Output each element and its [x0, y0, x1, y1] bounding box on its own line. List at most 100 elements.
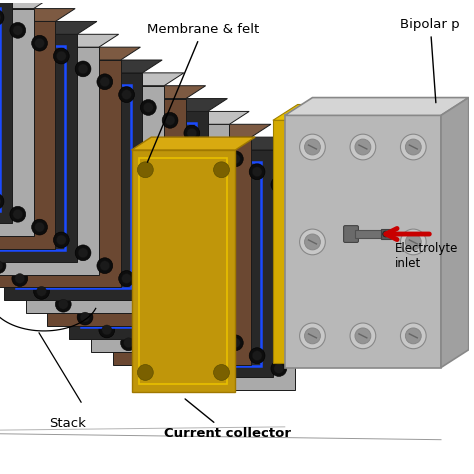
Polygon shape: [26, 86, 164, 313]
Circle shape: [99, 322, 115, 338]
Circle shape: [122, 273, 131, 283]
Polygon shape: [285, 115, 441, 367]
Circle shape: [249, 164, 265, 180]
Circle shape: [0, 196, 1, 206]
Polygon shape: [131, 137, 255, 150]
Circle shape: [274, 180, 284, 190]
Circle shape: [252, 167, 262, 177]
Polygon shape: [69, 111, 208, 339]
Circle shape: [36, 286, 46, 296]
Circle shape: [80, 312, 90, 322]
Circle shape: [99, 138, 115, 154]
Polygon shape: [0, 9, 34, 236]
Circle shape: [355, 328, 371, 344]
Circle shape: [0, 261, 3, 271]
Polygon shape: [91, 124, 229, 352]
Bar: [381, 229, 391, 239]
Circle shape: [228, 151, 243, 167]
Circle shape: [249, 348, 265, 364]
Polygon shape: [0, 60, 121, 287]
Circle shape: [102, 325, 112, 335]
Circle shape: [124, 154, 134, 164]
Circle shape: [77, 125, 93, 141]
Circle shape: [55, 296, 71, 312]
Circle shape: [36, 102, 46, 112]
Circle shape: [97, 258, 113, 273]
Polygon shape: [0, 47, 99, 274]
Polygon shape: [0, 0, 7, 215]
Circle shape: [78, 64, 88, 74]
Circle shape: [121, 151, 137, 167]
Polygon shape: [26, 73, 184, 86]
Circle shape: [350, 323, 376, 349]
Polygon shape: [0, 21, 97, 34]
Circle shape: [118, 87, 135, 102]
Circle shape: [143, 286, 153, 296]
Polygon shape: [156, 150, 314, 163]
Circle shape: [137, 162, 153, 178]
Circle shape: [305, 234, 320, 250]
Polygon shape: [69, 99, 228, 111]
Circle shape: [300, 323, 325, 349]
Polygon shape: [0, 0, 12, 223]
Circle shape: [13, 26, 23, 35]
Circle shape: [146, 167, 155, 177]
Circle shape: [271, 177, 287, 192]
Polygon shape: [4, 73, 142, 301]
Circle shape: [118, 271, 135, 286]
Circle shape: [162, 112, 178, 128]
Circle shape: [274, 364, 284, 374]
Circle shape: [97, 74, 113, 90]
Polygon shape: [273, 120, 291, 363]
Circle shape: [164, 361, 180, 376]
Circle shape: [143, 102, 153, 112]
Circle shape: [54, 48, 69, 64]
Circle shape: [184, 125, 200, 141]
Circle shape: [305, 139, 320, 155]
Text: Stack: Stack: [49, 417, 86, 430]
Polygon shape: [0, 9, 75, 21]
Circle shape: [187, 312, 197, 322]
Circle shape: [100, 77, 110, 87]
Circle shape: [78, 248, 88, 258]
Bar: [355, 230, 383, 238]
Circle shape: [0, 74, 6, 90]
Circle shape: [214, 162, 229, 178]
Circle shape: [15, 90, 25, 100]
Circle shape: [209, 141, 219, 151]
Circle shape: [142, 164, 158, 180]
Polygon shape: [0, 21, 55, 249]
Circle shape: [401, 229, 426, 255]
Circle shape: [34, 100, 49, 115]
Circle shape: [383, 231, 389, 237]
Circle shape: [271, 361, 287, 376]
Circle shape: [401, 323, 426, 349]
Circle shape: [206, 322, 221, 338]
Circle shape: [142, 348, 158, 364]
Circle shape: [100, 261, 110, 271]
Circle shape: [209, 325, 219, 335]
Circle shape: [167, 180, 177, 190]
Circle shape: [140, 283, 156, 299]
Circle shape: [32, 35, 47, 51]
Circle shape: [228, 335, 243, 351]
Circle shape: [184, 309, 200, 325]
Circle shape: [121, 335, 137, 351]
Circle shape: [162, 296, 178, 312]
Circle shape: [230, 338, 240, 348]
Circle shape: [58, 115, 68, 125]
Circle shape: [300, 229, 325, 255]
Circle shape: [102, 141, 112, 151]
Circle shape: [206, 138, 221, 154]
Circle shape: [165, 115, 175, 125]
Circle shape: [12, 271, 27, 286]
Circle shape: [0, 193, 4, 210]
Circle shape: [137, 365, 153, 380]
Circle shape: [401, 134, 426, 160]
Circle shape: [164, 177, 180, 192]
Circle shape: [167, 364, 177, 374]
FancyBboxPatch shape: [344, 226, 358, 242]
Circle shape: [13, 210, 23, 219]
Polygon shape: [273, 104, 315, 120]
Text: Current collector: Current collector: [164, 399, 291, 440]
